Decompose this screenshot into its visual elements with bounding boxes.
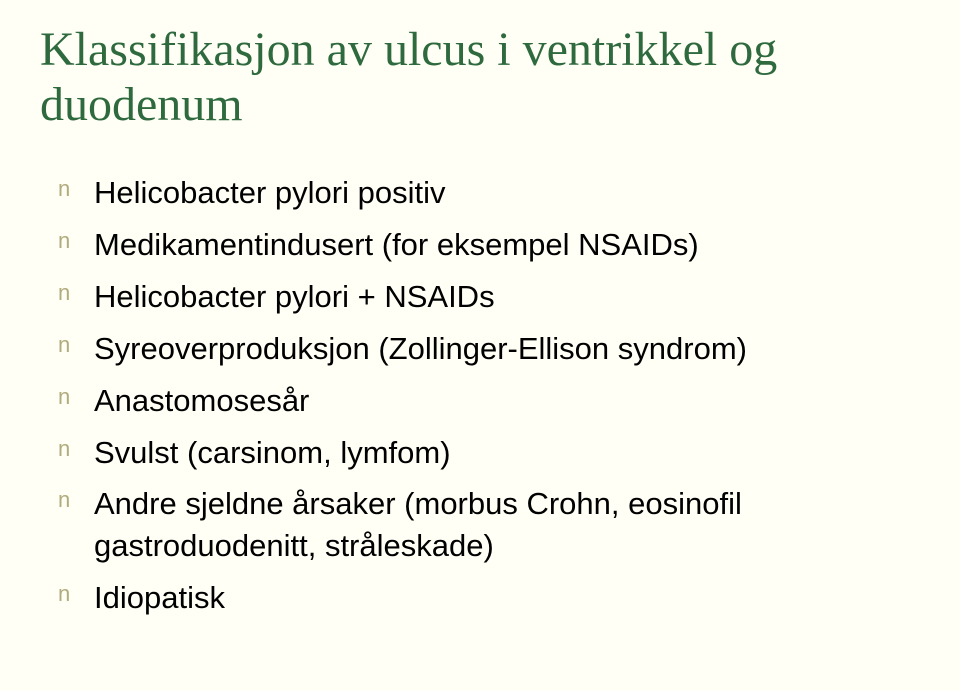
list-item: Anastomosesår (54, 380, 920, 422)
slide: Klassifikasjon av ulcus i ventrikkel og … (0, 0, 960, 691)
list-item: Svulst (carsinom, lymfom) (54, 432, 920, 474)
list-item: Syreoverproduksjon (Zollinger-Ellison sy… (54, 328, 920, 370)
list-item: Andre sjeldne årsaker (morbus Crohn, eos… (54, 483, 920, 567)
list-item: Helicobacter pylori positiv (54, 172, 920, 214)
bullet-list: Helicobacter pylori positiv Medikamentin… (54, 172, 920, 619)
slide-title: Klassifikasjon av ulcus i ventrikkel og … (40, 22, 920, 132)
list-item: Helicobacter pylori + NSAIDs (54, 276, 920, 318)
list-item: Medikamentindusert (for eksempel NSAIDs) (54, 224, 920, 266)
list-item: Idiopatisk (54, 577, 920, 619)
